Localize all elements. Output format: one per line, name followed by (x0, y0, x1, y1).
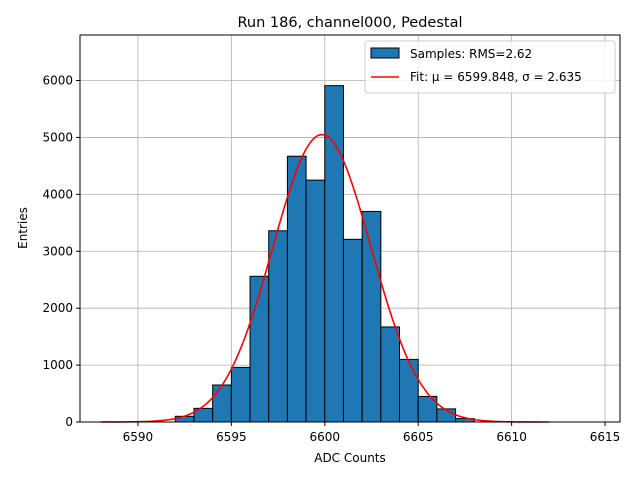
histogram-bar (361, 210, 382, 423)
x-tick-label: 6610 (496, 430, 527, 444)
y-tick-label: 3000 (42, 244, 73, 258)
fit-curve (100, 133, 549, 423)
histogram-bar (342, 238, 363, 423)
histogram-bar (305, 179, 326, 423)
y-tick-label: 0 (65, 415, 73, 429)
histogram-bar (268, 230, 288, 423)
histogram-bar (399, 358, 419, 423)
x-tick-label: 6600 (310, 430, 341, 444)
legend-samples-label: Samples: RMS=2.62 (410, 47, 532, 61)
plot-frame (79, 34, 621, 423)
histogram-bar (212, 384, 232, 423)
histogram-bar (380, 326, 401, 423)
histogram-bar (249, 275, 270, 423)
legend: Samples: RMS=2.62 Fit: μ = 6599.848, σ =… (364, 40, 616, 94)
legend-samples-patch (370, 47, 400, 59)
legend-fit-label: Fit: μ = 6599.848, σ = 2.635 (410, 70, 582, 84)
y-tick-label: 6000 (42, 74, 73, 88)
histogram-bars (174, 85, 475, 423)
chart-title: Run 186, channel000, Pedestal (237, 15, 462, 31)
x-tick-label: 6595 (216, 430, 247, 444)
x-tick-label: 6590 (123, 430, 154, 444)
y-tick-label: 2000 (42, 301, 73, 315)
x-axis-label: ADC Counts (314, 451, 386, 465)
y-tick-label: 1000 (42, 358, 73, 372)
y-axis-label: Entries (16, 207, 30, 249)
y-tick-label: 4000 (42, 187, 73, 201)
legend-box (364, 40, 616, 94)
histogram-bar (286, 155, 307, 423)
y-axis-ticks: 0 1000 2000 3000 4000 5000 6000 (42, 74, 80, 429)
y-tick-label: 5000 (42, 130, 73, 144)
x-axis-ticks: 6590 6595 6600 6605 6610 6615 (123, 422, 621, 444)
x-tick-label: 6615 (590, 430, 621, 444)
histogram-bar (230, 366, 251, 423)
x-tick-label: 6605 (403, 430, 434, 444)
